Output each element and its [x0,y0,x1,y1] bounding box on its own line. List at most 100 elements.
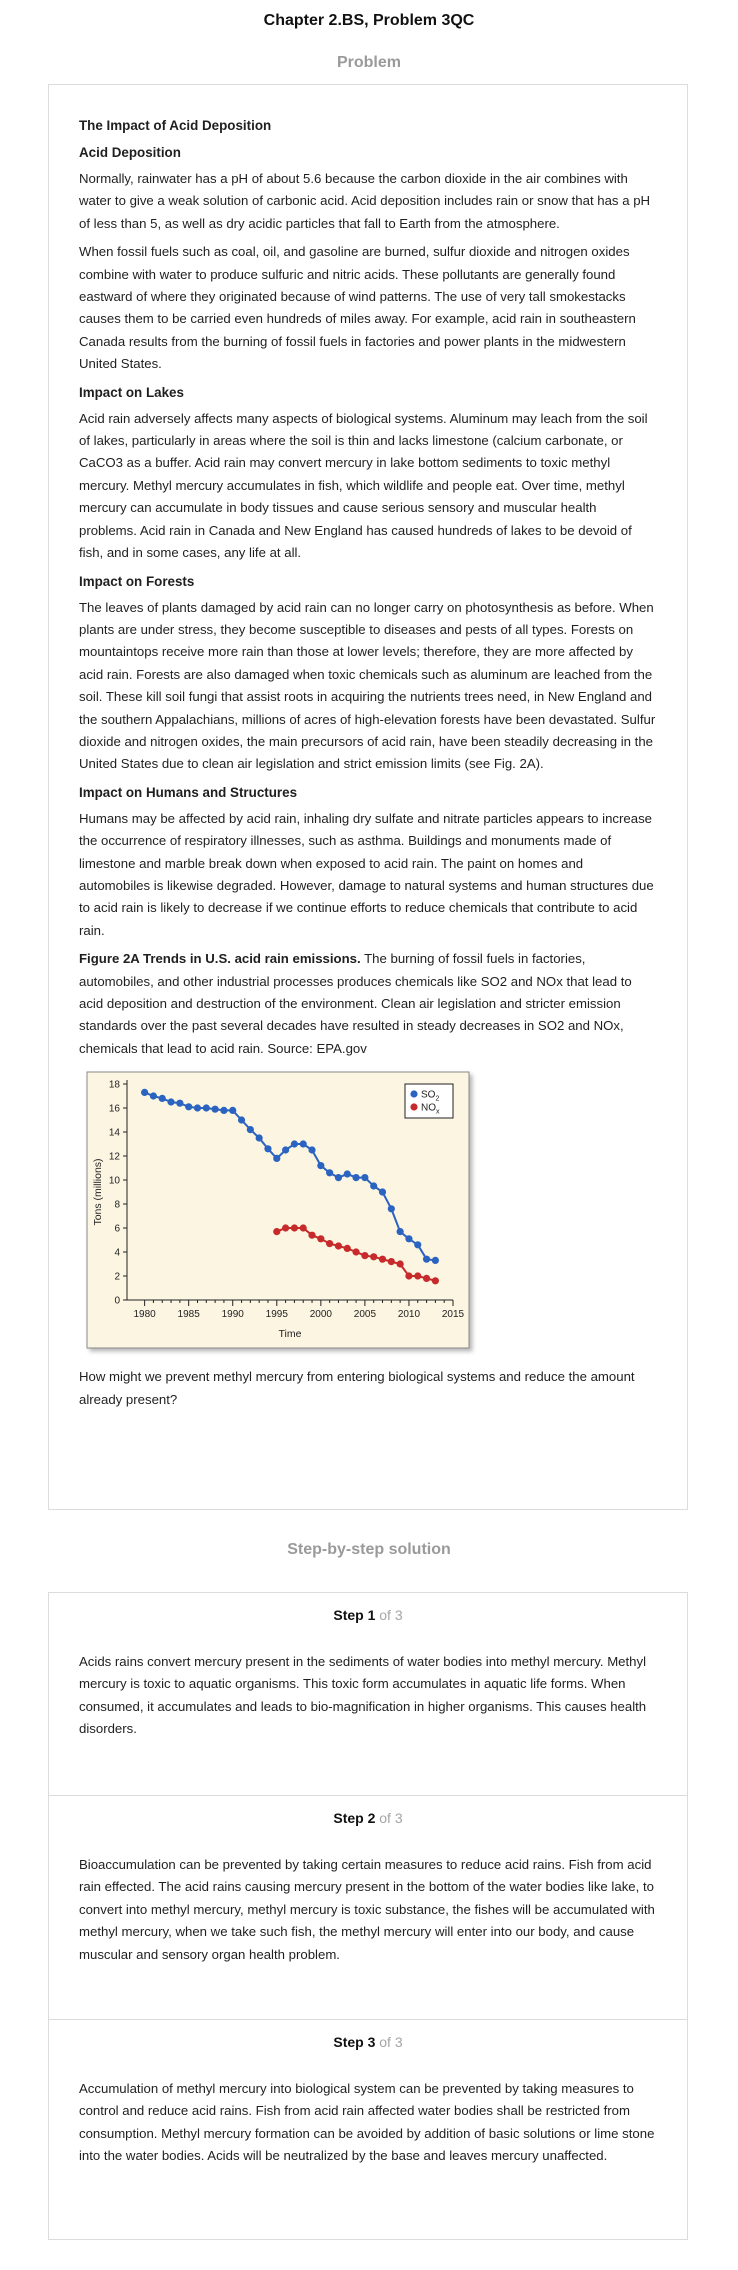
data-point-so2 [281,1146,290,1154]
data-point-nox [352,1248,360,1256]
step-of-total: of 3 [375,1810,403,1826]
y-tick-label: 6 [114,1224,120,1235]
data-point-so2 [317,1162,325,1170]
paragraph: Acid rain adversely affects many aspects… [79,410,648,561]
section-heading-lakes: Impact on Lakes [79,384,184,400]
data-point-so2 [431,1257,439,1265]
data-point-so2 [326,1169,334,1177]
data-point-so2 [308,1146,316,1154]
data-point-so2 [193,1104,202,1112]
step-1: Step 1 of 3 Acids rains convert mercury … [49,1593,687,1795]
chart-series [141,1089,439,1285]
figure-caption: Figure 2A Trends in U.S. acid rain emiss… [79,948,657,1060]
y-axis-label: Tons (millions) [92,1159,104,1226]
data-point-so2 [414,1241,422,1249]
x-tick-label: 1995 [266,1309,289,1320]
y-tick-label: 8 [114,1200,120,1211]
data-point-nox [317,1235,325,1243]
data-point-so2 [149,1092,158,1100]
y-tick-label: 2 [114,1272,120,1283]
data-point-so2 [352,1174,360,1182]
data-point-nox [387,1258,395,1266]
paragraph: Normally, rainwater has a pH of about 5.… [79,171,651,231]
y-tick-label: 10 [109,1176,121,1187]
legend-box [404,1083,454,1119]
data-point-so2 [361,1174,369,1182]
y-tick-label: 0 [114,1296,120,1307]
x-axis-label: Time [279,1328,302,1340]
data-point-nox [334,1242,343,1250]
data-point-so2 [229,1107,237,1115]
data-point-so2 [255,1134,263,1142]
data-point-so2 [370,1182,378,1190]
page-title: Chapter 2.BS, Problem 3QC [263,12,475,29]
data-point-so2 [141,1089,149,1097]
step-number: Step 2 [333,1810,376,1826]
legend-label-nox: NOx [421,1103,440,1116]
data-point-nox [431,1277,439,1285]
section-heading-acid-deposition: Acid Deposition [79,145,181,160]
paragraph: When fossil fuels such as coal, oil, and… [79,244,636,372]
question-text: How might we prevent methyl mercury from… [79,1369,635,1407]
x-tick-label: 1985 [178,1309,201,1320]
step-label: Step 1 of 3 [79,1607,657,1623]
section-heading-forests: Impact on Forests [79,573,195,589]
data-point-so2 [202,1104,210,1112]
x-tick-label: 2000 [310,1309,333,1320]
data-point-so2 [158,1095,166,1103]
data-point-nox [281,1224,290,1232]
data-point-so2 [246,1126,254,1134]
y-tick-label: 4 [114,1248,120,1259]
data-point-so2 [220,1107,228,1115]
step-text: Acids rains convert mercury present in t… [79,1654,647,1737]
data-point-nox [361,1252,369,1260]
data-point-so2 [334,1174,343,1182]
chart-axes: 0 2 4 6 8 10 12 14 16 18 1980 1985 1990 1995 2000 2005 2… [92,1080,465,1341]
data-point-nox [273,1228,281,1236]
y-tick-label: 12 [109,1152,121,1163]
step-label: Step 2 of 3 [79,1810,657,1826]
data-point-nox [414,1272,422,1280]
x-tick-label: 2015 [442,1309,465,1320]
data-point-so2 [211,1105,219,1114]
step-number: Step 3 [333,2034,376,2050]
step-3: Step 3 of 3 Accumulation of methyl mercu… [49,2019,687,2239]
data-point-so2 [176,1099,184,1108]
data-point-nox [290,1224,299,1232]
data-point-nox [370,1253,378,1261]
x-tick-label: 1990 [222,1309,245,1320]
step-text: Bioaccumulation can be prevented by taki… [79,1857,655,1962]
data-point-so2 [237,1116,246,1124]
data-point-nox [396,1260,404,1268]
section-heading-humans-structures: Impact on Humans and Structures [79,784,298,800]
data-point-so2 [264,1145,272,1153]
data-point-nox [378,1255,387,1264]
data-point-so2 [396,1228,404,1236]
x-tick-label: 2005 [354,1309,377,1320]
step-text: Accumulation of methyl mercury into biol… [79,2081,655,2164]
data-point-nox [405,1272,413,1280]
y-tick-label: 18 [109,1080,121,1091]
step-of-total: of 3 [375,2034,403,2050]
step-of-total: of 3 [375,1607,403,1623]
data-point-so2 [299,1140,307,1148]
y-tick-label: 16 [109,1104,121,1115]
data-point-so2 [185,1103,193,1111]
step-number: Step 1 [333,1607,376,1623]
solution-heading: Step-by-step solution [287,1541,451,1558]
paragraph: Humans may be affected by acid rain, inh… [79,810,654,938]
data-point-nox [299,1224,307,1232]
problem-main-title: The Impact of Acid Deposition [79,118,272,133]
legend-label-so2: SO2 [421,1090,439,1103]
problem-heading: Problem [336,54,401,71]
x-tick-label: 2010 [398,1309,421,1320]
problem-card: The Impact of Acid Deposition Acid Depos… [48,84,688,1510]
data-point-nox [422,1275,431,1283]
solution-card: Step 1 of 3 Acids rains convert mercury … [48,1592,688,2240]
figure-caption-text: The burning of fossil fuels in factories… [79,951,632,1056]
emissions-chart-svg: 0 2 4 6 8 10 12 14 16 18 1980 1985 1990 1995 2000 2005 2… [86,1071,470,1349]
emissions-chart: 0 2 4 6 8 10 12 14 16 18 1980 1985 1990 1995 2000 2005 2… [85,1070,477,1356]
data-point-so2 [167,1098,175,1106]
figure-caption-title: Figure 2A Trends in U.S. acid rain emiss… [79,951,361,967]
